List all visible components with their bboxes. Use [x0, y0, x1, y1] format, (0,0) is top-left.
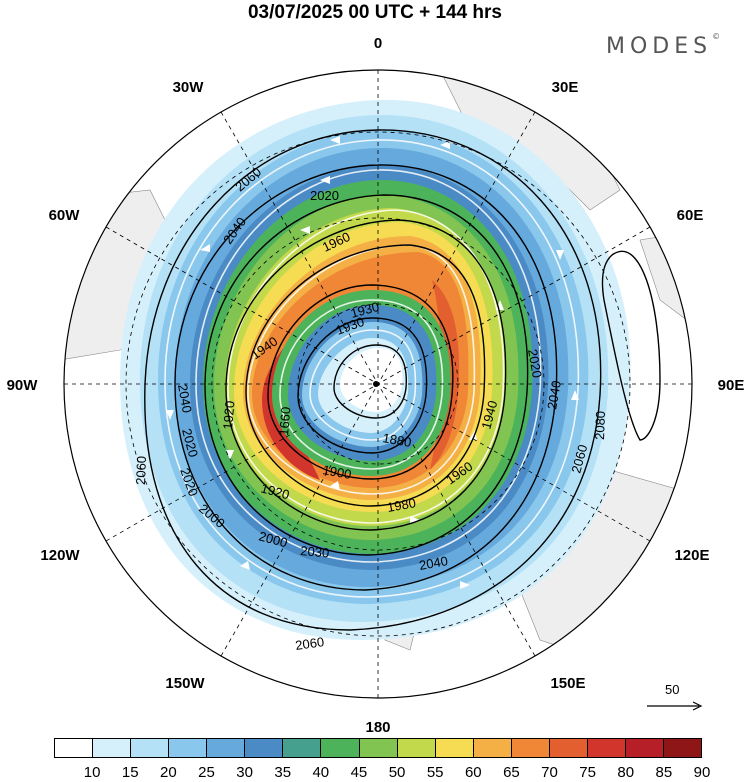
- colorbar-cell: [664, 739, 702, 757]
- colorbar-cell: [625, 739, 664, 757]
- contour-label: 1920: [220, 400, 237, 430]
- colorbar-cell: [131, 739, 170, 757]
- contour-label: 2080: [592, 411, 608, 440]
- modes-logo: MODES©: [606, 32, 721, 59]
- colorbar-tick-label: 55: [426, 764, 444, 781]
- colorbar-tick-label: 20: [160, 764, 177, 781]
- colorbar-tick-label: 40: [312, 764, 330, 781]
- brand-text: MODES: [606, 34, 713, 59]
- colorbar-tick-label: 35: [274, 764, 292, 781]
- reference-vector: 50: [645, 682, 705, 712]
- contour-label: 1660: [276, 406, 293, 436]
- contour-labels: 2060 2040 2020 1960 1930 1940 1920 1660 …: [133, 164, 608, 653]
- chart-title: 03/07/2025 00 UTC + 144 hrs: [247, 2, 503, 23]
- colorbar-tick-label: 60: [464, 764, 482, 781]
- contour-label: 1880: [381, 430, 412, 450]
- colorbar-cell: [283, 739, 322, 757]
- contour-label: 2020: [310, 188, 339, 203]
- colorbar-ticks: 10 15 20 25 30 35 40 45 50 55 60 65 70 75 80 85 90: [54, 764, 711, 782]
- colorbar-cell: [93, 739, 132, 757]
- contour-label: 1900: [321, 462, 352, 482]
- contour-label: 1940: [478, 399, 500, 431]
- contour-label: 2060: [568, 443, 590, 475]
- reference-arrow-icon: [647, 701, 703, 711]
- colorbar-cell: [169, 739, 208, 757]
- lon-label-90e: 90E: [718, 377, 745, 394]
- colorbar-cell: [549, 739, 588, 757]
- graticule: [64, 70, 692, 698]
- contour-label: 2040: [175, 383, 195, 414]
- contour-label: 2060: [294, 634, 325, 653]
- colorbar-tick-label: 70: [541, 764, 558, 781]
- lon-label-120e: 120E: [674, 547, 709, 564]
- colorbar-tick-label: 10: [83, 764, 101, 781]
- contour-label: 2030: [300, 543, 330, 560]
- contour-label: 1980: [386, 495, 417, 515]
- contour-label: 2060: [133, 456, 149, 485]
- colorbar-cell: [359, 739, 398, 757]
- colorbar-tick-label: 90: [693, 764, 711, 781]
- colorbar-cell: [511, 739, 550, 757]
- colorbar-cell: [207, 739, 246, 757]
- contour-label: 2020: [179, 427, 201, 459]
- streamline-arrows: [166, 136, 579, 589]
- colorbar-cell: [587, 739, 626, 757]
- colorbar-tick-label: 80: [617, 764, 635, 781]
- lon-label-150w: 150W: [165, 675, 205, 692]
- contour-label: 1930: [349, 299, 381, 321]
- lon-label-30e: 30E: [552, 79, 579, 96]
- contour-label: 2040: [418, 553, 449, 573]
- colorbar-tick-label: 45: [350, 764, 368, 781]
- colorbar-tick-label: 50: [388, 764, 406, 781]
- lon-label-120w: 120W: [40, 547, 80, 564]
- colorbar-cell: [473, 739, 512, 757]
- colorbar-tick-label: 85: [655, 764, 673, 781]
- contour-label: 2000: [257, 528, 289, 550]
- contour-label: 2040: [544, 379, 564, 410]
- copyright-mark: ©: [712, 32, 721, 41]
- colorbar-cell: [397, 739, 436, 757]
- height-contours: [144, 129, 661, 631]
- map-content: 2060 2040 2020 1960 1930 1940 1920 1660 …: [64, 70, 692, 698]
- colorbar-tick-label: 30: [236, 764, 253, 781]
- colorbar-cell: [245, 739, 284, 757]
- lon-label-150e: 150E: [550, 675, 585, 692]
- colorbar-tick-label: 15: [121, 764, 139, 781]
- colorbar-cell: [435, 739, 474, 757]
- lon-label-60w: 60W: [49, 207, 81, 224]
- colorbar-cell: [321, 739, 360, 757]
- colorbar-cell: [55, 739, 94, 757]
- lon-label-180: 180: [365, 719, 390, 736]
- lon-label-60e: 60E: [677, 207, 704, 224]
- contour-label: 1920: [259, 480, 291, 502]
- colorbar-tick-label: 25: [198, 764, 215, 781]
- colorbar-tick-label: 75: [579, 764, 596, 781]
- longitude-labels: 0 30W 30E 60W 60E 90W 90E 120W 120E 150W…: [7, 35, 745, 736]
- colorbar-tick-label: 65: [503, 764, 520, 781]
- reference-vector-value: 50: [665, 682, 680, 697]
- lon-label-30w: 30W: [173, 79, 205, 96]
- lon-label-90w: 90W: [7, 377, 39, 394]
- contour-label: 2020: [525, 348, 545, 379]
- map-border: [63, 69, 693, 699]
- lon-label-0: 0: [374, 35, 382, 52]
- colorbar: [54, 738, 702, 758]
